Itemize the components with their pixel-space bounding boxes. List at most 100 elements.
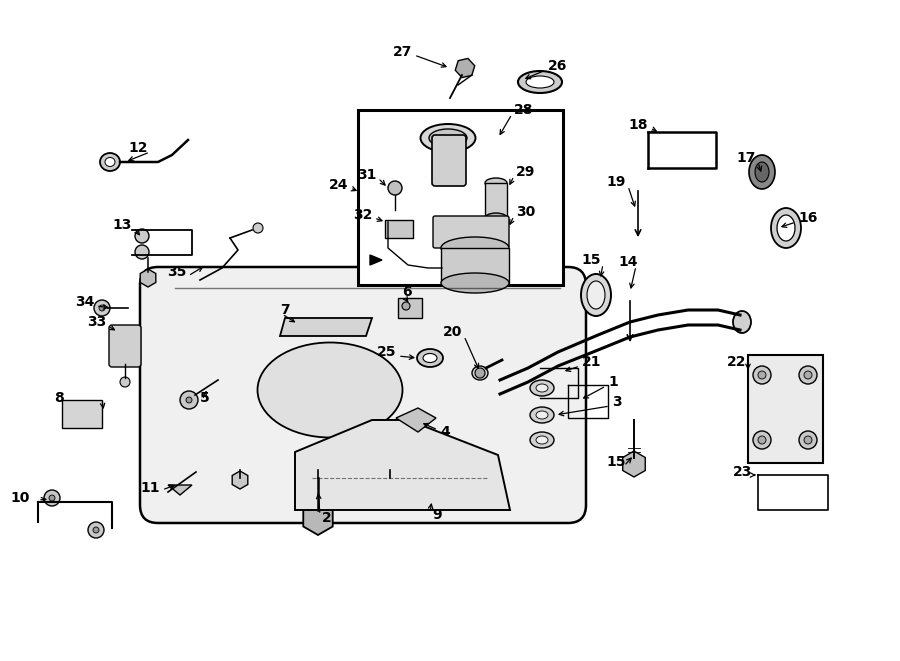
Ellipse shape: [530, 432, 554, 448]
Circle shape: [94, 300, 110, 316]
Ellipse shape: [771, 208, 801, 248]
Text: 4: 4: [440, 425, 450, 439]
Circle shape: [253, 223, 263, 233]
Text: 27: 27: [392, 45, 412, 59]
Ellipse shape: [749, 155, 775, 189]
Circle shape: [753, 431, 771, 449]
Ellipse shape: [485, 178, 507, 188]
Ellipse shape: [530, 380, 554, 396]
Text: 14: 14: [618, 255, 638, 269]
Circle shape: [180, 391, 198, 409]
Text: 22: 22: [726, 355, 746, 369]
Ellipse shape: [100, 153, 120, 171]
Circle shape: [804, 436, 812, 444]
Bar: [398, 298, 422, 318]
Text: 21: 21: [582, 355, 601, 369]
Circle shape: [99, 305, 105, 311]
Ellipse shape: [420, 124, 475, 152]
Text: 15: 15: [607, 455, 626, 469]
Text: 3: 3: [612, 395, 622, 409]
Ellipse shape: [441, 273, 509, 293]
Bar: [385, 220, 413, 238]
Polygon shape: [168, 485, 192, 495]
Ellipse shape: [441, 237, 509, 259]
Circle shape: [49, 495, 55, 501]
Polygon shape: [295, 420, 510, 510]
Text: 32: 32: [353, 208, 372, 222]
Ellipse shape: [536, 436, 548, 444]
Circle shape: [475, 368, 485, 378]
Text: 6: 6: [402, 285, 411, 299]
Ellipse shape: [587, 281, 605, 309]
Text: 17: 17: [736, 151, 756, 165]
Ellipse shape: [536, 411, 548, 419]
Text: 29: 29: [516, 165, 536, 179]
Circle shape: [758, 371, 766, 379]
Circle shape: [93, 527, 99, 533]
FancyBboxPatch shape: [140, 267, 586, 523]
Bar: [485, 183, 507, 218]
Text: 20: 20: [443, 325, 462, 339]
Text: 10: 10: [11, 491, 30, 505]
Ellipse shape: [526, 76, 554, 88]
Circle shape: [804, 371, 812, 379]
Text: 35: 35: [166, 265, 186, 279]
Ellipse shape: [755, 162, 769, 182]
Text: 15: 15: [581, 253, 601, 267]
Text: 28: 28: [514, 103, 534, 117]
Ellipse shape: [472, 366, 488, 380]
Text: 9: 9: [432, 508, 442, 522]
Text: 5: 5: [200, 391, 210, 405]
Text: 30: 30: [516, 205, 536, 219]
Text: 8: 8: [54, 391, 64, 405]
Text: 13: 13: [112, 218, 132, 232]
Circle shape: [186, 397, 192, 403]
Ellipse shape: [417, 349, 443, 367]
Ellipse shape: [581, 274, 611, 316]
Text: 19: 19: [607, 175, 626, 189]
Ellipse shape: [429, 129, 467, 147]
Ellipse shape: [423, 354, 437, 362]
Ellipse shape: [518, 71, 562, 93]
Text: 24: 24: [328, 178, 348, 192]
Polygon shape: [370, 255, 382, 265]
Circle shape: [388, 181, 402, 195]
Ellipse shape: [257, 342, 402, 438]
Ellipse shape: [530, 407, 554, 423]
Text: 31: 31: [356, 168, 376, 182]
Ellipse shape: [733, 311, 751, 333]
Text: 2: 2: [322, 511, 332, 525]
Ellipse shape: [105, 157, 115, 167]
Text: 11: 11: [140, 481, 160, 495]
Text: 26: 26: [548, 59, 567, 73]
Ellipse shape: [777, 215, 795, 241]
Circle shape: [120, 377, 130, 387]
Circle shape: [88, 522, 104, 538]
Text: 18: 18: [628, 118, 648, 132]
Bar: [441, 248, 509, 283]
Bar: [358, 110, 563, 285]
Text: 12: 12: [129, 141, 148, 155]
Text: 7: 7: [280, 303, 290, 317]
Circle shape: [758, 436, 766, 444]
FancyBboxPatch shape: [432, 135, 466, 186]
Bar: [748, 355, 823, 463]
Circle shape: [799, 431, 817, 449]
Text: 16: 16: [798, 211, 817, 225]
Circle shape: [753, 366, 771, 384]
Circle shape: [44, 490, 60, 506]
FancyBboxPatch shape: [433, 216, 509, 248]
Polygon shape: [280, 318, 372, 336]
Text: 1: 1: [608, 375, 617, 389]
Circle shape: [402, 302, 410, 310]
Circle shape: [135, 245, 149, 259]
Text: 33: 33: [86, 315, 106, 329]
Polygon shape: [396, 408, 436, 432]
Text: 34: 34: [75, 295, 94, 309]
Circle shape: [135, 229, 149, 243]
Ellipse shape: [536, 384, 548, 392]
Text: 25: 25: [376, 345, 396, 359]
Circle shape: [799, 366, 817, 384]
Text: 23: 23: [733, 465, 752, 479]
Ellipse shape: [485, 213, 507, 223]
